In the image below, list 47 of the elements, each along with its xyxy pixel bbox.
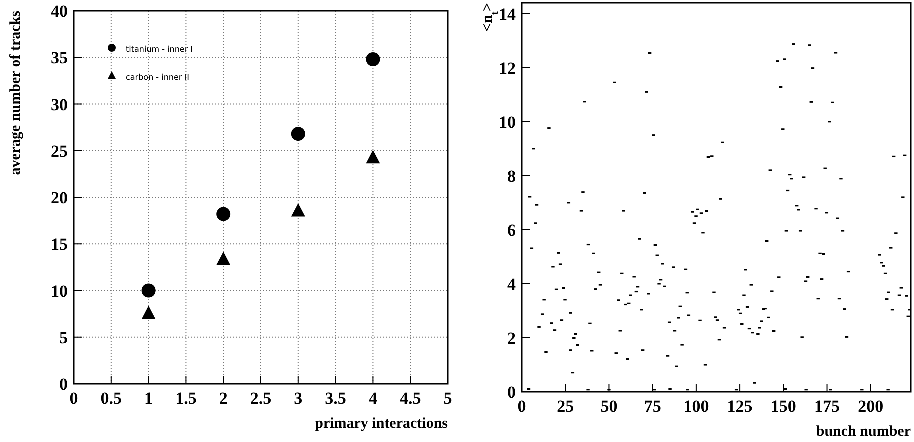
x-tick-label: 5 (444, 389, 452, 408)
y-tick-label: 30 (51, 95, 68, 114)
y-tick-label: 12 (499, 58, 516, 78)
x-tick-label: 25 (557, 397, 574, 416)
x-tick-label: 2.5 (250, 389, 272, 408)
legend-label: carbon - inner II (126, 73, 190, 82)
x-tick-label: 0.5 (100, 389, 122, 408)
y-tick-label: 6 (508, 220, 516, 240)
x-tick-label: 125 (727, 397, 753, 416)
x-tick-label: 100 (684, 397, 710, 416)
x-tick-label: 4 (368, 389, 378, 408)
y-tick-label: 0 (60, 375, 68, 394)
y-tick-label: 25 (51, 142, 68, 161)
point (291, 203, 306, 217)
y-tick-label: 2 (508, 328, 516, 348)
x-tick-label: 2 (219, 389, 228, 408)
x-tick-label: 4.5 (400, 389, 422, 408)
y-tick-label: 20 (51, 188, 68, 208)
x-tick-label: 200 (858, 397, 884, 416)
x-axis-title: bunch number (816, 424, 912, 440)
x-tick-label: 1.5 (176, 389, 197, 408)
x-tick-label: 150 (770, 397, 796, 416)
y-tick-label: 4 (508, 274, 516, 294)
x-tick-label: 75 (644, 397, 662, 416)
point (142, 284, 156, 298)
x-tick-label: 1 (144, 389, 154, 408)
x-tick-label: 3 (294, 389, 303, 408)
point (366, 150, 380, 164)
point (366, 52, 380, 66)
y-tick-label: 14 (499, 4, 516, 24)
y-tick-label: 40 (51, 2, 68, 21)
point (291, 127, 306, 142)
x-tick-label: 175 (814, 397, 840, 416)
point (216, 207, 231, 222)
x-tick-label: 50 (600, 397, 618, 416)
x-axis-title: primary interactions (315, 416, 448, 432)
y-tick-label: 35 (51, 48, 68, 68)
y-tick-label: 10 (51, 282, 68, 301)
point (142, 306, 156, 320)
y-axis-title: average number of tracks (8, 10, 24, 176)
point (216, 252, 231, 266)
y-tick-label: 8 (508, 166, 516, 186)
y-tick-label: 10 (499, 112, 516, 132)
x-tick-label: 3.5 (325, 389, 346, 408)
legend-label: titanium - inner I (126, 45, 194, 54)
y-tick-label: 15 (51, 235, 68, 254)
y-tick-label: 5 (60, 328, 68, 348)
